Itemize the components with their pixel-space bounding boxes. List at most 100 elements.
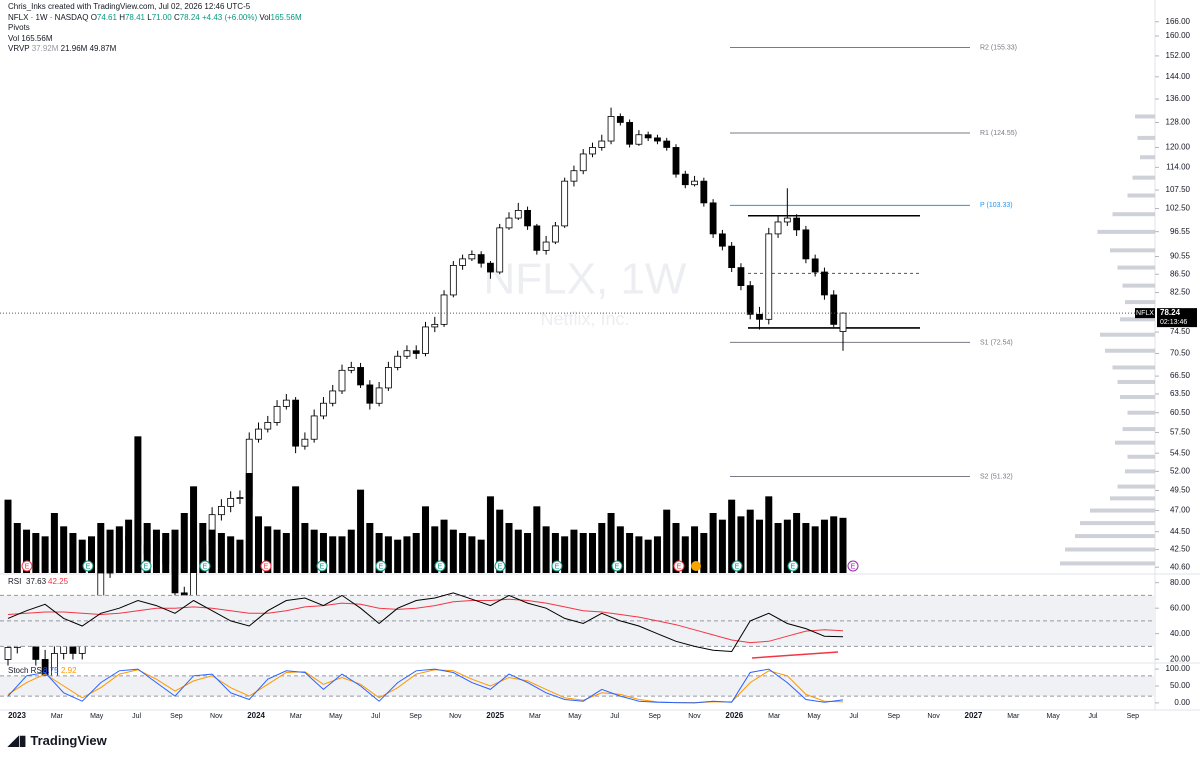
earnings-label: E (791, 563, 796, 570)
candle-body (551, 225, 559, 243)
x-tick-label: 2027 (965, 711, 983, 720)
volume-bar (236, 539, 244, 573)
volume-bar (811, 526, 819, 573)
earnings-marker (551, 560, 563, 572)
volume-bar (310, 529, 318, 573)
volume-bar (338, 536, 346, 573)
volume-bar (533, 506, 541, 573)
vrvp-bar (1117, 379, 1155, 384)
volume-bar (88, 536, 95, 573)
volume-bar (820, 519, 828, 573)
earnings-label: E (498, 563, 503, 570)
candle-body (756, 313, 763, 320)
pivot-label: S2 (51.32) (980, 473, 1013, 480)
volume-bar (728, 499, 736, 573)
candle-body (728, 245, 736, 268)
vrvp-bar (1105, 348, 1155, 353)
volume-bar (375, 533, 383, 573)
volume-bar (4, 499, 12, 573)
rsi-line (7, 598, 844, 644)
y-tick-label: 50.00 (1170, 681, 1191, 690)
volume-bar (245, 473, 253, 573)
candle-body (589, 147, 596, 155)
volume-bar (830, 516, 838, 573)
x-tick-label: Mar (768, 713, 781, 720)
y-tick-label: 52.00 (1170, 466, 1191, 475)
volume-bar (468, 536, 476, 573)
vrvp-bar (1137, 135, 1155, 140)
volume-bar (227, 536, 235, 573)
earnings-marker (731, 560, 743, 572)
rsi-ma-last: 42.25 (48, 577, 69, 586)
volume-bar (60, 526, 68, 573)
candle-body (227, 497, 235, 507)
y-tick-label: 57.50 (1170, 428, 1191, 437)
volume-bar (171, 529, 179, 573)
x-tick-label: Jul (371, 713, 380, 720)
vrvp-bar (1127, 454, 1155, 459)
volume-bar (199, 523, 207, 573)
pivots-indicator[interactable]: Pivots (8, 23, 30, 32)
x-tick-label: 2026 (725, 711, 743, 720)
earnings-label: E (203, 563, 208, 570)
vrvp-value: 49.87M (89, 44, 117, 53)
vrvp-name: VRVP (8, 44, 30, 53)
volume-bar (292, 486, 300, 573)
pivot-label: R2 (155.33) (980, 44, 1017, 51)
header: Chris_Inks created with TradingView.com,… (8, 2, 302, 55)
brand: TradingView (30, 733, 107, 748)
earnings-label: E (320, 563, 325, 570)
candle-body (496, 227, 504, 273)
quote: O74.61 H78.41 L71.00 C78.24 (91, 13, 202, 22)
volume-bar (32, 533, 40, 573)
y-tick-label: 60.00 (1170, 603, 1191, 612)
stoch-rsi-line (7, 668, 844, 704)
candle-body (570, 170, 578, 182)
countdown: 02:13:46 (1160, 319, 1187, 326)
candle-body (635, 134, 643, 145)
y-tick-label: 144.00 (1166, 72, 1191, 81)
vrvp-bar (1122, 283, 1155, 288)
quote-key: H (119, 12, 125, 22)
y-tick-label: 100.00 (1166, 664, 1191, 673)
earnings-marker (494, 560, 506, 572)
pivot-label: P (103.33) (980, 202, 1013, 209)
candle-body (616, 116, 624, 123)
x-tick-label: May (90, 713, 104, 720)
x-tick-label: Sep (648, 713, 661, 720)
earnings-label: E (615, 563, 620, 570)
rsi-pane: 20.00 40.00 60.00 80.00 RSI 37.63 42.25 (0, 577, 1191, 663)
volume-bar (793, 513, 801, 573)
vrvp-bar (1110, 248, 1155, 253)
earnings-marker (673, 560, 685, 572)
x-tick-label: May (807, 713, 821, 720)
vrvp-bar (1125, 300, 1155, 305)
y-tick-label: 42.50 (1170, 545, 1191, 554)
earnings-marker (611, 560, 623, 572)
volume-bar (644, 539, 652, 573)
volume-bar (589, 533, 596, 573)
symbol: NFLX · 1W · NASDAQ (8, 12, 89, 22)
y-tick-label: 80.00 (1170, 578, 1191, 587)
volume-bar (440, 519, 448, 573)
candle-body (310, 415, 318, 440)
quote-key: C (173, 12, 180, 22)
candle-body (282, 399, 290, 407)
candle-body (626, 122, 634, 145)
volume-bar (505, 523, 513, 573)
candle-body (542, 241, 550, 251)
volume-bar (746, 509, 754, 573)
candle-body (839, 312, 847, 332)
vrvp-bar (1112, 212, 1155, 217)
vol-indicator[interactable]: Vol 165.56M (8, 34, 302, 45)
vrvp-bar (1127, 410, 1155, 415)
vrvp-indicator[interactable]: VRVP 37.92M 21.96M 49.87M (8, 44, 302, 55)
candle-body (830, 294, 838, 325)
candle-body (320, 402, 327, 417)
brand-logo[interactable]: ◢▮ TradingView (8, 732, 107, 748)
candle-body (375, 387, 383, 404)
candle-body (579, 153, 587, 172)
